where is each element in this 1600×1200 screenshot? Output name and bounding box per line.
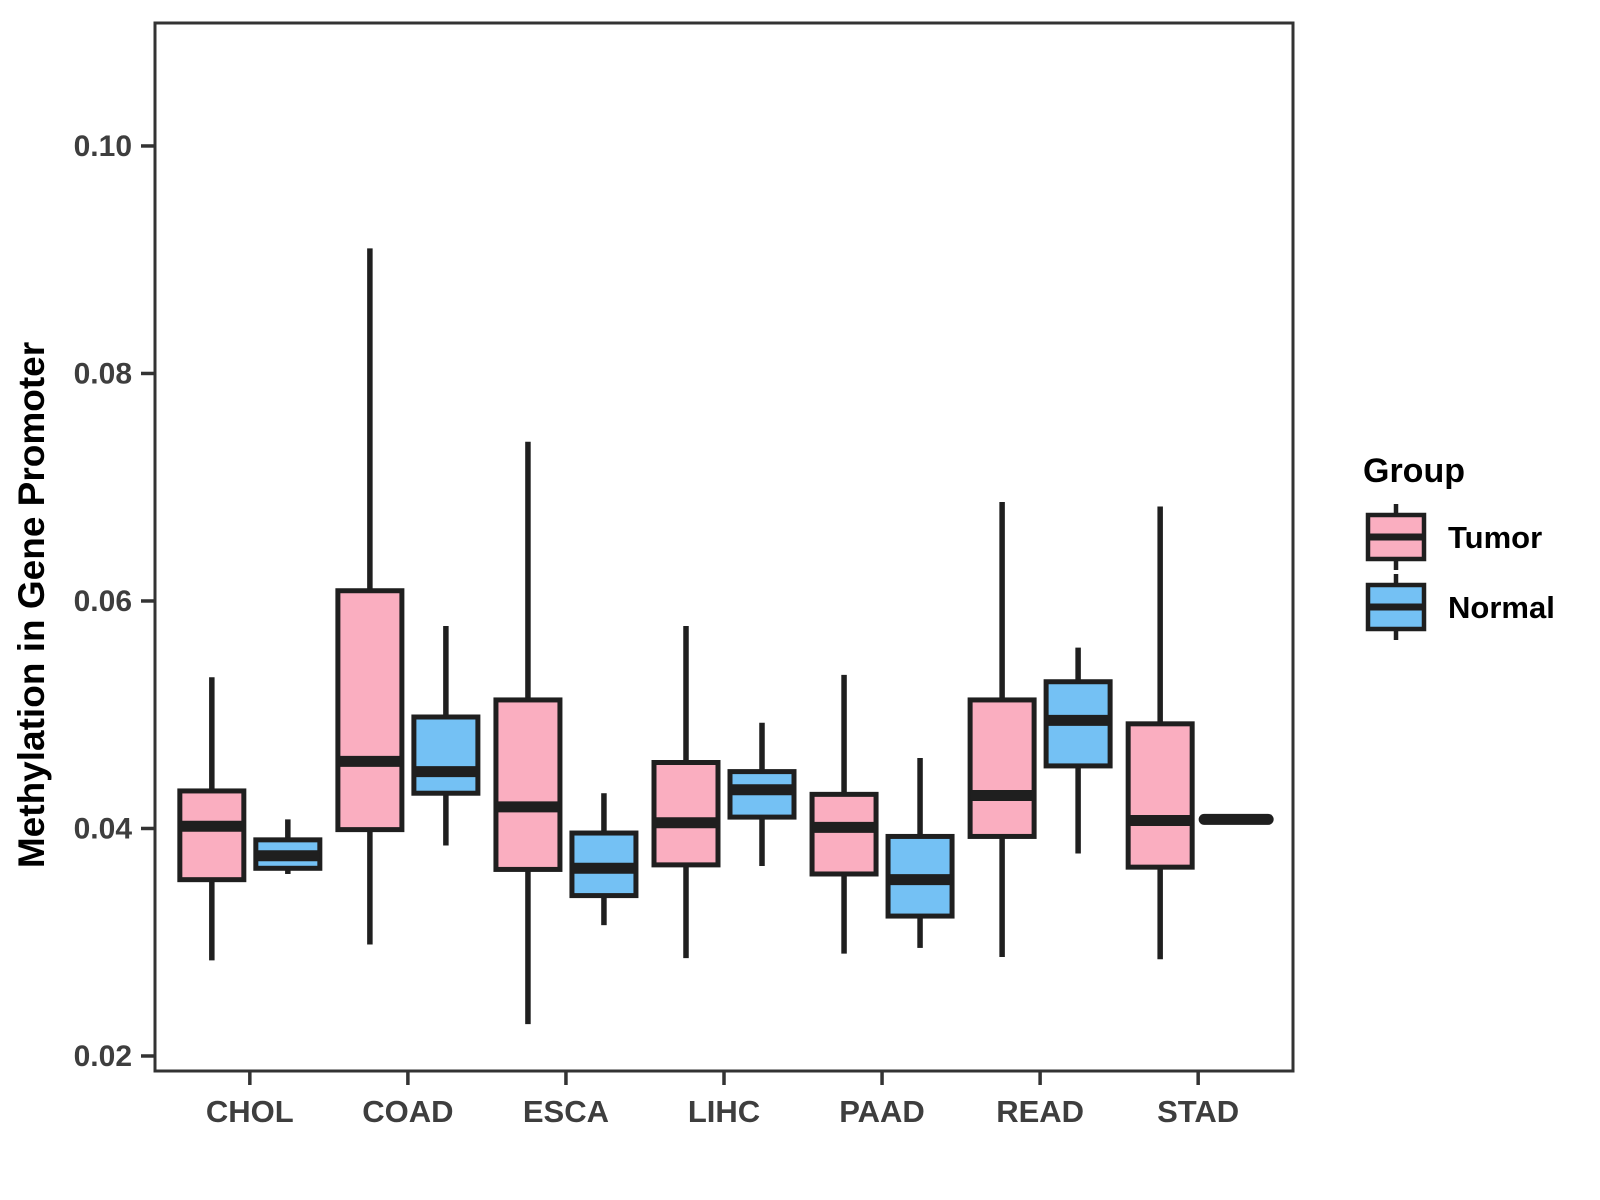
iqr-box	[493, 697, 563, 872]
box-normal-lihc	[727, 722, 797, 867]
iqr-box	[177, 788, 247, 883]
x-tick-label: LIHC	[688, 1094, 760, 1129]
iqr-box	[1125, 721, 1195, 870]
box-tumor-esca	[493, 441, 563, 1025]
box-tumor-paad	[809, 674, 879, 954]
box-normal-chol	[253, 819, 323, 874]
iqr-box	[809, 791, 879, 877]
box-tumor-chol	[177, 677, 247, 961]
iqr-box	[651, 760, 721, 868]
box-tumor-read	[967, 502, 1037, 958]
box-normal-coad	[411, 626, 481, 846]
legend-entry-normal: Normal	[1365, 574, 1555, 640]
y-axis-title: Methylation in Gene Promoter	[11, 342, 52, 868]
box-normal-paad	[885, 757, 955, 948]
x-tick-label: COAD	[362, 1094, 453, 1129]
iqr-box	[411, 714, 481, 796]
box-tumor-lihc	[651, 626, 721, 959]
legend-entries: Tumor Normal	[1365, 504, 1555, 640]
legend-entry-tumor: Tumor	[1365, 504, 1542, 570]
y-tick-label: 0.08	[74, 357, 132, 390]
legend-entry-label: Tumor	[1448, 520, 1542, 555]
y-axis: 0.02 0.04 0.06 0.08 0.10	[74, 130, 155, 1073]
iqr-box	[335, 588, 405, 833]
y-tick-label: 0.04	[74, 812, 133, 845]
plot-panel-border	[153, 21, 1295, 1073]
box-normal-esca	[569, 793, 639, 926]
y-tick-label: 0.02	[74, 1040, 132, 1073]
y-tick-label: 0.06	[74, 585, 132, 618]
y-tick-label: 0.10	[74, 130, 132, 163]
box-tumor-coad	[335, 248, 405, 945]
box-normal-read	[1043, 647, 1113, 854]
x-tick-label: STAD	[1157, 1094, 1239, 1129]
x-tick-label: PAAD	[839, 1094, 925, 1129]
x-tick-label: READ	[996, 1094, 1084, 1129]
x-tick-label: ESCA	[523, 1094, 609, 1129]
legend: Group Tumor Normal	[1363, 452, 1555, 640]
boxplots-layer	[177, 248, 1274, 1025]
box-tumor-stad	[1125, 506, 1195, 960]
legend-title: Group	[1363, 452, 1465, 490]
x-axis: CHOL COAD ESCA LIHC PAAD READ STAD	[206, 1071, 1239, 1129]
legend-entry-label: Normal	[1448, 590, 1555, 625]
iqr-box	[967, 697, 1037, 839]
x-tick-label: CHOL	[206, 1094, 294, 1129]
